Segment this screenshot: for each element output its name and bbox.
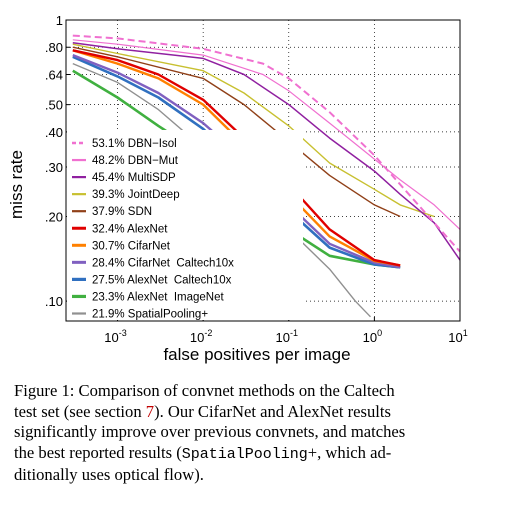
- y-tick-label: 1: [56, 13, 63, 28]
- legend: 53.1% DBN−Isol 48.2% DBN−Mut 45.4% MultiSD…: [67, 130, 303, 321]
- x-tick-label: 101: [448, 328, 467, 345]
- caption-text: test set (see section: [14, 401, 146, 421]
- y-tick-label: .50: [45, 98, 63, 113]
- legend-label: 45.4% MultiSDP: [92, 172, 176, 184]
- y-tick-label: .10: [45, 294, 63, 309]
- caption-line: ditionally uses optical flow).: [14, 465, 500, 486]
- caption-text: ditionally uses optical flow).: [14, 465, 204, 484]
- legend-label: 32.4% AlexNet: [92, 223, 168, 235]
- roc-chart: 1 .80 .64 .50 .40 .30 .20 .10 10-3 10-2 10-1 100 101…: [7, 13, 468, 364]
- legend-label: 23.3% AlexNet ImageNet: [92, 291, 224, 303]
- y-axis-title: miss rate: [7, 150, 26, 219]
- series-line: [72, 42, 461, 261]
- caption-line: significantly improve over previous conv…: [14, 422, 500, 443]
- y-tick-label: .64: [45, 67, 63, 82]
- y-tick-label: .30: [45, 160, 63, 175]
- axis-ticks: 1 .80 .64 .50 .40 .30 .20 .10 10-3 10-2 10-1 100 101: [45, 13, 468, 345]
- caption-line: Figure 1: Comparison of convnet methods …: [14, 381, 500, 402]
- legend-label: 30.7% CifarNet: [92, 240, 171, 252]
- x-tick-label: 10-2: [190, 328, 212, 345]
- figure-caption: Figure 1: Comparison of convnet methods …: [14, 381, 500, 486]
- series-line: [72, 34, 461, 253]
- caption-text: SpatialPooling: [181, 445, 308, 463]
- y-tick-label: .40: [45, 125, 63, 140]
- x-tick-label: 10-1: [276, 328, 298, 345]
- series-line: [72, 46, 401, 218]
- legend-label: 28.4% CifarNet Caltech10x: [92, 257, 234, 269]
- series-line: [72, 43, 435, 218]
- legend-label: 53.1% DBN−Isol: [92, 138, 177, 150]
- caption-text: the best reported results (: [14, 442, 182, 462]
- caption-line: the best reported results (SpatialPoolin…: [14, 443, 500, 466]
- caption-text: significantly improve over previous conv…: [14, 422, 406, 441]
- x-axis-title: false positives per image: [163, 345, 350, 364]
- caption-text: ). Our CifarNet and AlexNet results: [154, 401, 391, 421]
- x-tick-label: 100: [363, 328, 382, 345]
- legend-label: 21.9% SpatialPooling+: [92, 309, 208, 321]
- caption-line: test set (see section 7). Our CifarNet a…: [14, 402, 500, 423]
- plot-frame: [65, 19, 461, 322]
- y-tick-label: .80: [45, 40, 63, 55]
- series-line: [72, 39, 461, 230]
- x-tick-label: 10-3: [104, 328, 126, 345]
- caption-text: +, which ad-: [307, 442, 392, 462]
- y-tick-label: .20: [45, 210, 63, 225]
- legend-box: [67, 130, 303, 320]
- section-reference-link[interactable]: 7: [145, 401, 155, 421]
- legend-label: 39.3% JointDeep: [92, 189, 180, 201]
- legend-label: 27.5% AlexNet Caltech10x: [92, 274, 232, 286]
- legend-label: 48.2% DBN−Mut: [92, 155, 179, 167]
- caption-text: Figure 1: Comparison of convnet methods …: [14, 381, 395, 400]
- legend-label: 37.9% SDN: [92, 206, 152, 218]
